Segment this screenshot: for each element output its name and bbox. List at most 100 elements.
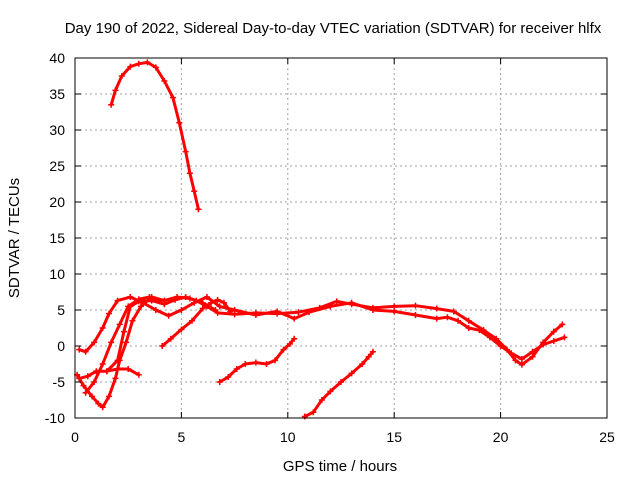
y-tick-label: 30 <box>49 122 65 138</box>
data-point <box>161 78 168 85</box>
data-point <box>76 375 83 382</box>
data-point <box>82 389 89 396</box>
data-point <box>212 307 219 313</box>
x-tick-label: 20 <box>493 429 509 445</box>
data-point <box>186 295 193 302</box>
data-point <box>127 294 134 301</box>
data-point <box>518 361 525 368</box>
data-point <box>518 355 525 362</box>
tick-layer: 0 5 10 15 20 25 -10 -5 0 5 10 15 20 25 30 35 40 <box>45 50 615 445</box>
data-point <box>497 343 504 349</box>
data-point <box>167 335 174 342</box>
series-arc-high <box>108 59 202 213</box>
data-point <box>91 339 98 346</box>
data-point <box>216 303 223 310</box>
data-point <box>263 361 270 367</box>
data-point <box>233 366 240 373</box>
series-arc-f <box>159 296 234 349</box>
series-arc-e <box>82 294 164 396</box>
data-point <box>195 206 202 213</box>
data-point <box>106 310 113 317</box>
series-line <box>109 60 200 211</box>
data-point <box>306 309 313 316</box>
data-point <box>123 339 130 346</box>
y-tick-label: 25 <box>49 158 65 174</box>
y-tick-label: 20 <box>49 194 65 210</box>
data-point <box>280 346 287 353</box>
data-point <box>272 357 279 364</box>
data-point <box>227 308 234 315</box>
data-point <box>559 321 566 328</box>
data-point <box>91 379 98 385</box>
data-point <box>116 321 123 328</box>
data-point <box>455 317 462 324</box>
data-point <box>186 170 193 177</box>
data-point <box>348 299 355 306</box>
x-tick-label: 5 <box>178 429 186 445</box>
data-point <box>550 328 557 335</box>
data-point <box>561 334 568 341</box>
data-point <box>182 148 189 155</box>
data-point <box>252 312 259 319</box>
data-point <box>348 370 355 377</box>
data-point <box>135 371 142 378</box>
data-point <box>433 305 440 312</box>
data-point <box>199 305 206 312</box>
x-tick-label: 10 <box>280 429 296 445</box>
data-point <box>152 307 159 313</box>
data-point <box>444 314 451 321</box>
data-point <box>450 308 457 315</box>
data-point <box>116 357 123 364</box>
data-point <box>252 359 259 366</box>
data-point <box>412 312 419 319</box>
data-point <box>114 366 121 373</box>
data-point <box>112 375 119 382</box>
data-point <box>76 346 83 353</box>
data-point <box>365 353 372 360</box>
data-point <box>512 357 519 364</box>
y-tick-label: -10 <box>45 410 65 426</box>
data-point <box>486 334 493 341</box>
data-point <box>412 302 419 309</box>
data-point <box>465 317 472 324</box>
data-point <box>369 307 376 313</box>
data-point <box>95 400 102 407</box>
data-point <box>174 294 181 301</box>
x-tick-label: 15 <box>386 429 402 445</box>
series-arc-d <box>76 366 142 382</box>
data-point <box>216 379 223 385</box>
data-point <box>310 409 317 416</box>
data-point <box>108 339 115 346</box>
series-arc-b <box>76 294 568 362</box>
data-point <box>242 361 249 367</box>
data-point <box>120 328 127 335</box>
data-point <box>208 299 215 306</box>
data-point <box>231 307 238 313</box>
series-arc-g <box>216 335 298 385</box>
data-point <box>165 312 172 319</box>
data-point <box>220 299 227 306</box>
data-point <box>333 298 340 305</box>
x-axis-label: GPS time / hours <box>283 458 397 475</box>
data-point <box>106 393 113 400</box>
data-point <box>191 188 198 195</box>
data-point <box>176 119 183 126</box>
data-point <box>359 361 366 367</box>
data-point <box>550 337 557 344</box>
data-point <box>391 303 398 310</box>
data-point <box>214 296 221 303</box>
data-point <box>112 87 119 94</box>
y-tick-label: 35 <box>49 86 65 102</box>
data-point <box>159 343 166 349</box>
data-point <box>189 317 196 324</box>
data-point <box>291 335 298 342</box>
data-point <box>178 307 185 313</box>
data-point <box>301 413 308 420</box>
data-point <box>508 350 515 357</box>
data-point <box>125 366 132 373</box>
data-point <box>82 348 89 355</box>
data-point <box>318 397 325 403</box>
data-point <box>286 340 293 347</box>
data-point <box>178 326 185 333</box>
